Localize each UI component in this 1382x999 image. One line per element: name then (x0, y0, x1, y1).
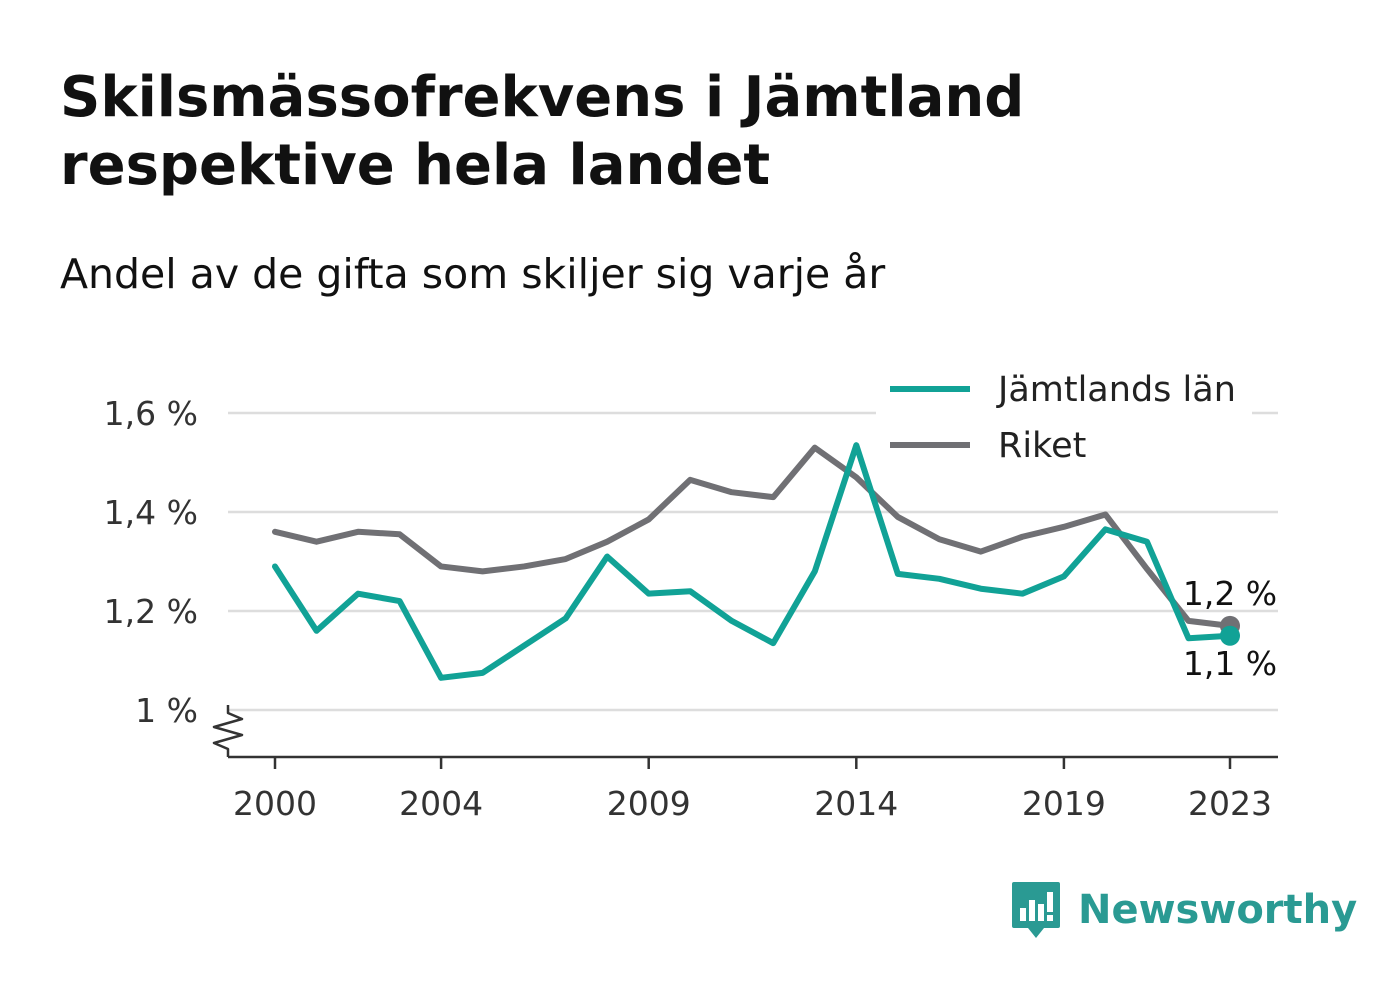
x-tick-label: 2000 (233, 784, 317, 823)
series-lines (272, 442, 1240, 681)
series-line-jamtland (272, 442, 1233, 681)
y-tick-label: 1 % (135, 691, 198, 730)
x-tick-label: 2023 (1188, 784, 1272, 823)
x-tick-label: 2014 (814, 784, 898, 823)
newsworthy-logo: Newsworthy (1010, 878, 1357, 942)
series-line-riket (272, 444, 1233, 629)
end-label-riket: 1,2 % (1183, 574, 1277, 613)
x-axis (212, 705, 1278, 759)
x-tick-label: 2019 (1022, 784, 1106, 823)
y-axis-ticks: 1 % 1,2 % 1,4 % 1,6 % (104, 394, 198, 730)
chart-subtitle: Andel av de gifta som skiljer sig varje … (60, 250, 886, 298)
legend: Jämtlands län Riket (876, 366, 1252, 476)
chart-title-line1: Skilsmässofrekvens i Jämtland (60, 65, 1025, 130)
chart-title-line2: respektive hela landet (60, 133, 771, 198)
chart-title: Skilsmässofrekvens i Jämtland respektive… (60, 64, 1260, 200)
x-tick-label: 2009 (607, 784, 691, 823)
x-axis-ticks: 2000 2004 2009 2014 2019 2023 (233, 757, 1272, 823)
newsworthy-logo-icon (1012, 882, 1060, 938)
legend-label: Jämtlands län (996, 370, 1236, 410)
legend-background (876, 366, 1252, 476)
x-tick-label: 2004 (399, 784, 483, 823)
y-tick-label: 1,2 % (104, 592, 198, 631)
end-label-jamtland: 1,1 % (1183, 644, 1277, 683)
legend-label: Riket (998, 426, 1086, 466)
y-tick-label: 1,4 % (104, 493, 198, 532)
axis-break-icon (212, 705, 244, 757)
brand-name: Newsworthy (1078, 887, 1358, 933)
end-point-jamtland (1220, 625, 1240, 646)
end-labels: 1,2 % 1,1 % (1183, 574, 1277, 683)
y-tick-label: 1,6 % (104, 394, 198, 433)
